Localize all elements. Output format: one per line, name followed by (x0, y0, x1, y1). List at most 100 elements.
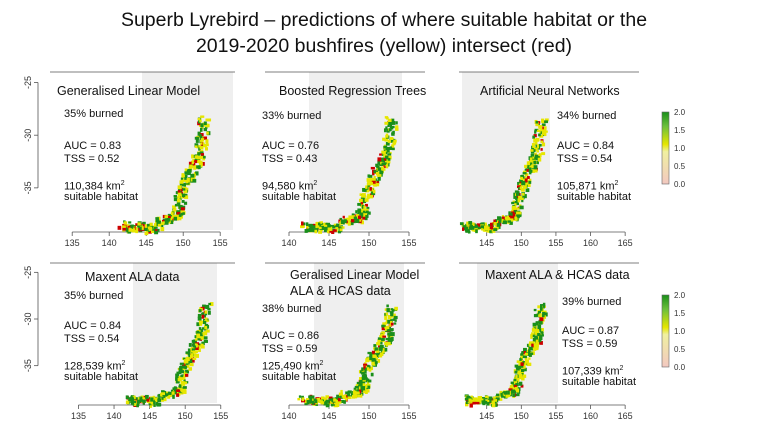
habitat-cell (160, 392, 163, 397)
habitat-cell (507, 390, 512, 395)
habitat-cell (176, 200, 180, 204)
habitat-cell (472, 223, 476, 226)
auc-value: AUC = 0.84 (557, 140, 615, 152)
habitat-cell (366, 378, 370, 382)
habitat-cell (506, 215, 510, 219)
habitat-cell (494, 396, 498, 401)
habitat-cell (387, 157, 391, 161)
habitat-cell (540, 148, 543, 151)
habitat-cell (309, 398, 314, 402)
habitat-cell (361, 194, 365, 197)
habitat-cell (163, 394, 168, 397)
habitat-cell (203, 136, 208, 140)
habitat-cell (534, 313, 539, 317)
habitat-cell (515, 196, 520, 200)
habitat-cell (178, 385, 181, 389)
habitat-cell (359, 384, 363, 389)
habitat-cell (376, 351, 381, 356)
habitat-cell (336, 224, 341, 228)
habitat-cell (178, 367, 183, 372)
habitat-cell (200, 333, 204, 337)
habitat-cell (516, 210, 521, 214)
habitat-cell (383, 326, 387, 329)
habitat-cell (394, 306, 398, 311)
habitat-cell (133, 401, 138, 406)
habitat-cell (500, 395, 504, 398)
habitat-cell (328, 396, 333, 401)
habitat-cell (364, 386, 368, 391)
habitat-cell (351, 219, 357, 223)
habitat-cell (541, 152, 546, 156)
x-tick-label: 140 (281, 238, 296, 248)
habitat-cell (343, 394, 348, 398)
habitat-cell (356, 216, 359, 220)
habitat-cell (360, 220, 364, 225)
habitat-cell (519, 373, 523, 377)
habitat-cell (503, 391, 506, 395)
habitat-cell (181, 193, 186, 198)
legend-tick-label: 1.5 (674, 309, 686, 318)
habitat-cell (537, 305, 540, 309)
habitat-cell (172, 217, 177, 220)
habitat-cell (357, 215, 362, 220)
habitat-cell (142, 399, 146, 404)
habitat-cell (373, 182, 377, 187)
habitat-cell (181, 374, 184, 378)
habitat-cell (522, 355, 527, 359)
habitat-cell (148, 401, 152, 406)
habitat-cell (500, 218, 504, 223)
habitat-cell (146, 398, 150, 402)
habitat-cell (510, 387, 515, 391)
habitat-cell (352, 390, 357, 395)
habitat-cell (186, 169, 191, 174)
habitat-cell (508, 216, 511, 221)
habitat-cell (361, 371, 365, 375)
habitat-cell (199, 119, 202, 123)
habitat-cell (338, 219, 342, 223)
habitat-cell (512, 217, 517, 221)
habitat-cell (372, 363, 377, 367)
habitat-cell (364, 212, 367, 216)
habitat-cell (533, 138, 538, 143)
habitat-cell (477, 400, 482, 404)
habitat-cell (173, 386, 177, 390)
habitat-cell (123, 224, 128, 229)
habitat-cell (536, 150, 540, 153)
habitat-cell (122, 223, 125, 228)
habitat-cell (493, 399, 498, 402)
habitat-cell (509, 218, 512, 223)
habitat-cell (140, 399, 144, 402)
habitat-cell (513, 209, 518, 213)
habitat-cell (461, 222, 465, 227)
habitat-cell (527, 167, 532, 170)
habitat-cell (517, 193, 520, 197)
habitat-cell (385, 135, 389, 138)
habitat-cell (483, 228, 488, 232)
habitat-cell (161, 390, 165, 394)
habitat-cell (195, 342, 200, 347)
habitat-cell (357, 211, 361, 214)
habitat-cell (361, 370, 365, 373)
habitat-cell (475, 401, 480, 405)
habitat-cell (493, 397, 497, 402)
habitat-cell (327, 226, 331, 230)
area-value: 107,339 (562, 365, 602, 378)
habitat-cell (199, 161, 203, 165)
habitat-cell (494, 219, 499, 223)
suitable-habitat-label: suitable habitat (64, 191, 138, 203)
habitat-cell (312, 225, 316, 228)
habitat-cell (338, 227, 343, 232)
habitat-cell (191, 357, 195, 360)
burned-percent: 38% burned (262, 303, 322, 315)
habitat-cell (177, 212, 182, 216)
habitat-cell (335, 227, 339, 230)
habitat-cell (122, 228, 125, 232)
habitat-cell (514, 210, 518, 215)
habitat-cell (206, 325, 210, 329)
habitat-cell (181, 364, 186, 369)
habitat-cell (524, 367, 527, 372)
habitat-cell (534, 154, 539, 158)
habitat-cell (527, 180, 530, 185)
habitat-cell (130, 401, 135, 405)
habitat-cell (179, 388, 183, 392)
